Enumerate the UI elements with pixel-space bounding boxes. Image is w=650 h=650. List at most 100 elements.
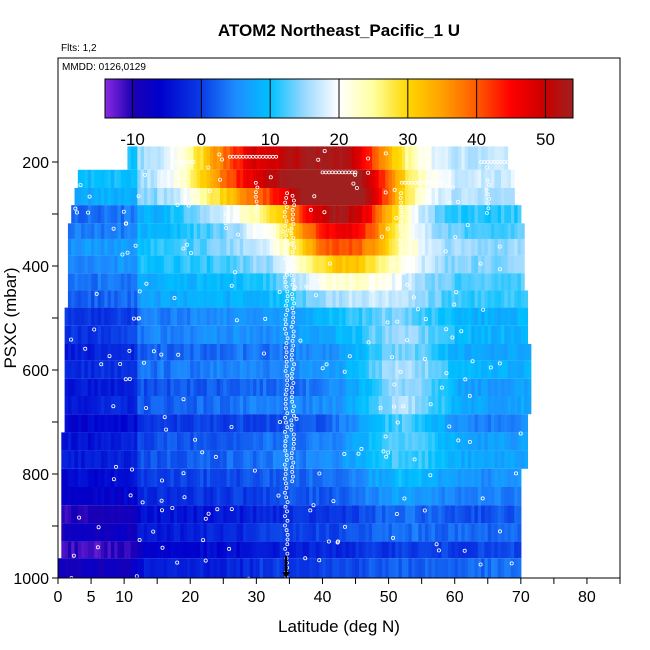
heatmap-cell: [391, 223, 396, 239]
heatmap-cell: [236, 188, 241, 206]
heatmap-cell: [186, 468, 191, 487]
heatmap-cell: [276, 255, 281, 274]
observation-point: [366, 170, 371, 175]
heatmap-cell: [395, 255, 400, 274]
heatmap-cell: [114, 378, 119, 396]
heatmap-cell: [368, 523, 373, 542]
heatmap-cell: [451, 290, 456, 308]
heatmap-cell: [81, 238, 86, 256]
heatmap-cell: [279, 450, 284, 469]
heatmap-cell: [332, 290, 337, 308]
heatmap-cell: [477, 396, 482, 415]
heatmap-cell: [514, 360, 519, 379]
heatmap-cell: [100, 396, 105, 415]
heatmap-cell: [186, 307, 191, 326]
heatmap-cell: [474, 378, 479, 396]
heatmap-cell: [84, 541, 89, 559]
heatmap-cell: [256, 468, 261, 487]
heatmap-cell: [348, 487, 353, 506]
heatmap-cell: [448, 325, 452, 344]
observation-point: [87, 194, 92, 199]
heatmap-cell: [332, 223, 337, 239]
heatmap-cell: [408, 188, 413, 206]
heatmap-cell: [335, 307, 340, 326]
heatmap-cell: [124, 378, 129, 396]
heatmap-cell: [226, 432, 231, 451]
heatmap-cell: [256, 290, 261, 308]
heatmap-cell: [325, 541, 330, 559]
heatmap-cell: [183, 290, 188, 308]
heatmap-cell: [193, 487, 198, 506]
heatmap-cell: [481, 360, 486, 379]
heatmap-cell: [507, 290, 512, 308]
colorbar-tick-label: 30: [398, 130, 417, 149]
heatmap-cell: [391, 414, 396, 433]
heatmap-cell: [190, 487, 195, 506]
heatmap-cell: [229, 307, 234, 326]
heatmap-cell: [312, 450, 317, 469]
observation-point: [283, 439, 288, 444]
heatmap-cell: [500, 378, 505, 396]
heatmap-cell: [391, 325, 396, 344]
heatmap-cell: [160, 307, 165, 326]
heatmap-cell: [484, 146, 489, 170]
heatmap-cell: [213, 432, 218, 451]
heatmap-cell: [408, 378, 413, 396]
y-tick-label: 400: [22, 259, 49, 276]
heatmap-cell: [253, 487, 257, 506]
heatmap-cell: [464, 414, 469, 433]
heatmap-cell: [477, 238, 482, 256]
heatmap-cell: [256, 523, 261, 542]
heatmap-cell: [74, 223, 79, 239]
heatmap-cell: [494, 523, 499, 542]
heatmap-cell: [107, 360, 112, 379]
heatmap-cell: [153, 396, 158, 415]
heatmap-cell: [355, 468, 360, 487]
heatmap-cell: [372, 360, 376, 379]
heatmap-cell: [87, 255, 92, 274]
heatmap-cell: [411, 273, 416, 291]
heatmap-cell: [405, 468, 410, 487]
heatmap-cell: [418, 325, 423, 344]
heatmap-cell: [120, 541, 125, 559]
observation-point: [434, 542, 439, 547]
heatmap-cell: [262, 432, 267, 451]
observation-point: [485, 192, 490, 197]
heatmap-cell: [438, 188, 443, 206]
heatmap-cell: [104, 468, 109, 487]
heatmap-cell: [339, 255, 343, 274]
heatmap-cell: [504, 146, 509, 170]
heatmap-cell: [434, 169, 439, 188]
heatmap-cell: [405, 290, 410, 308]
heatmap-cell: [190, 432, 195, 451]
heatmap-cell: [127, 238, 132, 256]
heatmap-cell: [378, 169, 383, 188]
heatmap-cell: [160, 432, 165, 451]
heatmap-cell: [292, 238, 297, 256]
observation-point: [463, 377, 468, 382]
heatmap-cell: [305, 468, 310, 487]
heatmap-cell: [345, 523, 350, 542]
heatmap-cell: [67, 325, 72, 344]
heatmap-cell: [239, 468, 244, 487]
observation-point: [284, 434, 289, 439]
heatmap-cell: [391, 273, 396, 291]
heatmap-cell: [246, 325, 251, 344]
heatmap-cell: [170, 344, 175, 361]
heatmap-cell: [186, 396, 191, 415]
observation-point: [401, 404, 406, 409]
heatmap-cell: [229, 255, 234, 274]
heatmap-cell: [415, 487, 419, 506]
heatmap-cell: [415, 378, 419, 396]
heatmap-cell: [391, 558, 396, 578]
heatmap-cell: [454, 450, 459, 469]
heatmap-cell: [186, 505, 191, 524]
heatmap-cell: [94, 238, 99, 256]
heatmap-cell: [127, 432, 132, 451]
heatmap-cell: [84, 396, 89, 415]
heatmap-cell: [210, 273, 214, 291]
observation-point: [284, 205, 289, 210]
heatmap-cell: [415, 360, 419, 379]
heatmap-cell: [110, 188, 115, 206]
heatmap-cell: [140, 255, 145, 274]
